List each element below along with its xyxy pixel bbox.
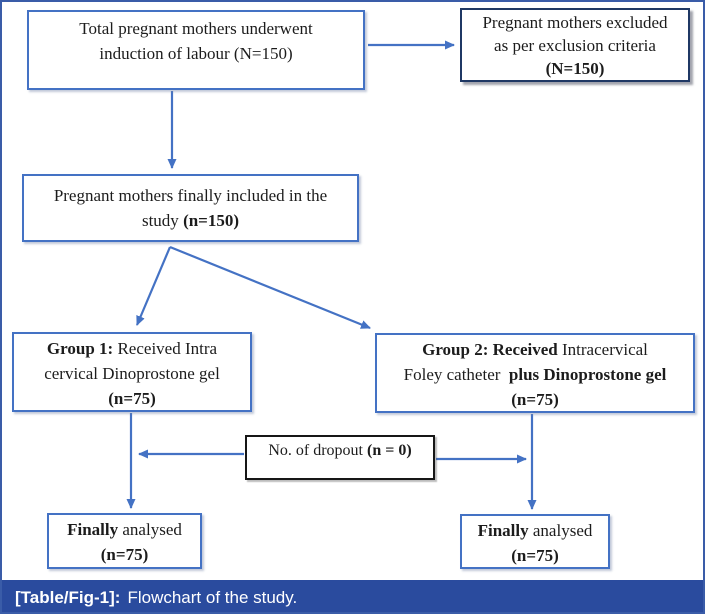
node-text-line: induction of labour (N=150) [99, 44, 293, 63]
node-text-line: (n=75) [511, 390, 559, 409]
node-included: Pregnant mothers finally included in the… [22, 174, 359, 242]
node-text-line: Finally analysed [477, 521, 593, 540]
node-text-line: Total pregnant mothers underwent [79, 19, 313, 38]
node-text-line: as per exclusion criteria [494, 36, 656, 55]
node-text-line: No. of dropout (n = 0) [268, 442, 412, 459]
node-text-line: Pregnant mothers finally included in the [53, 186, 328, 205]
node-text-line: (N=150) [545, 59, 605, 78]
node-text-line: (n=75) [100, 545, 149, 564]
node-total-induction: Total pregnant mothers underwent inducti… [27, 10, 365, 90]
node-text-line: Group 2: Received Intracervical [422, 340, 648, 359]
arrow-included-to-group2 [169, 245, 371, 330]
node-excluded: Pregnant mothers excluded as per exclusi… [460, 8, 690, 82]
node-text-line: cervical Dinoprostone gel [44, 364, 220, 383]
node-text-line: (n=75) [511, 546, 559, 565]
node-text-line: study (n=150) [141, 211, 240, 230]
figure-caption: [Table/Fig-1]: Flowchart of the study. [2, 580, 703, 612]
node-text-line: (n=75) [108, 389, 156, 408]
node-text-line: Pregnant mothers excluded [482, 13, 668, 32]
arrow-included-to-group1 [135, 246, 172, 326]
node-text-line: Foley catheter plus Dinoprostone gel [403, 365, 667, 384]
node-group1: Group 1: Received Intra cervical Dinopro… [12, 332, 252, 412]
caption-label: [Table/Fig-1]: [15, 588, 121, 607]
node-text-line: Group 1: Received Intra [46, 339, 218, 358]
node-group2: Group 2: Received Intracervical Foley ca… [375, 333, 695, 413]
caption-text: Flowchart of the study. [127, 588, 298, 607]
node-final-left: Finally analysed (n=75) [47, 513, 202, 569]
node-dropout: No. of dropout (n = 0) [245, 435, 435, 480]
node-text-line: Finally analysed [67, 520, 182, 539]
node-final-right: Finally analysed (n=75) [460, 514, 610, 569]
